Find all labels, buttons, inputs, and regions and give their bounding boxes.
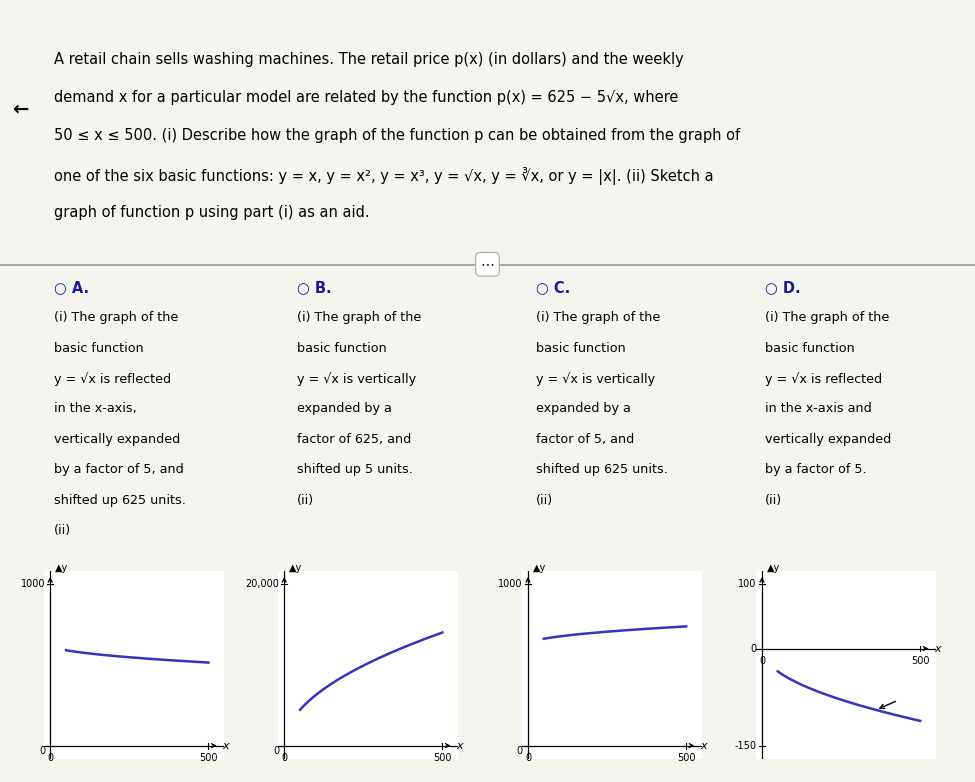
- Text: ○ A.: ○ A.: [54, 280, 89, 295]
- Text: shifted up 5 units.: shifted up 5 units.: [297, 464, 413, 476]
- Text: shifted up 625 units.: shifted up 625 units.: [536, 464, 668, 476]
- Text: factor of 625, and: factor of 625, and: [297, 433, 411, 446]
- Text: shifted up 625 units.: shifted up 625 units.: [54, 493, 185, 507]
- Text: x: x: [222, 741, 229, 751]
- Text: x: x: [934, 644, 941, 654]
- Text: one of the six basic functions: y = x, y = x², y = x³, y = √x, y = ∛x, or y = |x: one of the six basic functions: y = x, y…: [54, 167, 714, 185]
- Text: (i) The graph of the: (i) The graph of the: [765, 311, 889, 324]
- Text: -150: -150: [735, 741, 757, 751]
- Text: 0: 0: [273, 745, 279, 755]
- Text: x: x: [700, 741, 707, 751]
- Text: expanded by a: expanded by a: [536, 403, 631, 415]
- Text: ○ B.: ○ B.: [297, 280, 332, 295]
- Text: basic function: basic function: [54, 342, 143, 354]
- Text: ⋯: ⋯: [481, 257, 494, 271]
- Text: vertically expanded: vertically expanded: [765, 433, 891, 446]
- Text: 0: 0: [517, 745, 523, 755]
- Text: ▲y: ▲y: [55, 563, 68, 573]
- Text: (ii): (ii): [54, 524, 71, 537]
- Text: A retail chain sells washing machines. The retail price p(x) (in dollars) and th: A retail chain sells washing machines. T…: [54, 52, 683, 66]
- Text: basic function: basic function: [297, 342, 387, 354]
- Text: ←: ←: [12, 99, 28, 118]
- Text: ○ C.: ○ C.: [536, 280, 570, 295]
- Text: 1000: 1000: [20, 579, 45, 589]
- Text: (i) The graph of the: (i) The graph of the: [536, 311, 660, 324]
- Text: (ii): (ii): [765, 493, 783, 507]
- Text: 0: 0: [751, 644, 757, 654]
- Text: 0: 0: [525, 753, 531, 763]
- Text: y = √x is vertically: y = √x is vertically: [297, 372, 416, 386]
- Text: 500: 500: [677, 753, 695, 763]
- Text: y = √x is vertically: y = √x is vertically: [536, 372, 655, 386]
- Text: 1000: 1000: [498, 579, 523, 589]
- Text: y = √x is reflected: y = √x is reflected: [765, 372, 882, 386]
- Text: vertically expanded: vertically expanded: [54, 433, 179, 446]
- Text: 500: 500: [911, 656, 929, 665]
- Text: ▲y: ▲y: [766, 563, 780, 573]
- Text: (ii): (ii): [297, 493, 315, 507]
- Text: 0: 0: [39, 745, 45, 755]
- Text: graph of function p using part (i) as an aid.: graph of function p using part (i) as an…: [54, 205, 370, 220]
- Text: 0: 0: [281, 753, 288, 763]
- Text: in the x-axis and: in the x-axis and: [765, 403, 872, 415]
- Text: demand x for a particular model are related by the function p(x) = 625 − 5√x, wh: demand x for a particular model are rela…: [54, 90, 678, 105]
- Text: by a factor of 5, and: by a factor of 5, and: [54, 464, 183, 476]
- Text: (i) The graph of the: (i) The graph of the: [297, 311, 421, 324]
- Text: ○ D.: ○ D.: [765, 280, 801, 295]
- Text: (i) The graph of the: (i) The graph of the: [54, 311, 177, 324]
- Text: basic function: basic function: [536, 342, 626, 354]
- Text: 0: 0: [47, 753, 54, 763]
- Text: 0: 0: [759, 656, 765, 665]
- Text: ▲y: ▲y: [289, 563, 302, 573]
- Text: in the x-axis,: in the x-axis,: [54, 403, 136, 415]
- Text: expanded by a: expanded by a: [297, 403, 392, 415]
- Text: (ii): (ii): [536, 493, 554, 507]
- Text: 50 ≤ x ≤ 500. (i) Describe how the graph of the function p can be obtained from : 50 ≤ x ≤ 500. (i) Describe how the graph…: [54, 128, 740, 143]
- Text: 100: 100: [738, 579, 757, 589]
- Text: x: x: [456, 741, 463, 751]
- Text: basic function: basic function: [765, 342, 855, 354]
- Text: ▲y: ▲y: [532, 563, 546, 573]
- Text: by a factor of 5.: by a factor of 5.: [765, 464, 867, 476]
- Text: 20,000: 20,000: [245, 579, 279, 589]
- Text: factor of 5, and: factor of 5, and: [536, 433, 635, 446]
- Text: y = √x is reflected: y = √x is reflected: [54, 372, 171, 386]
- Text: 500: 500: [199, 753, 217, 763]
- Text: 500: 500: [433, 753, 451, 763]
